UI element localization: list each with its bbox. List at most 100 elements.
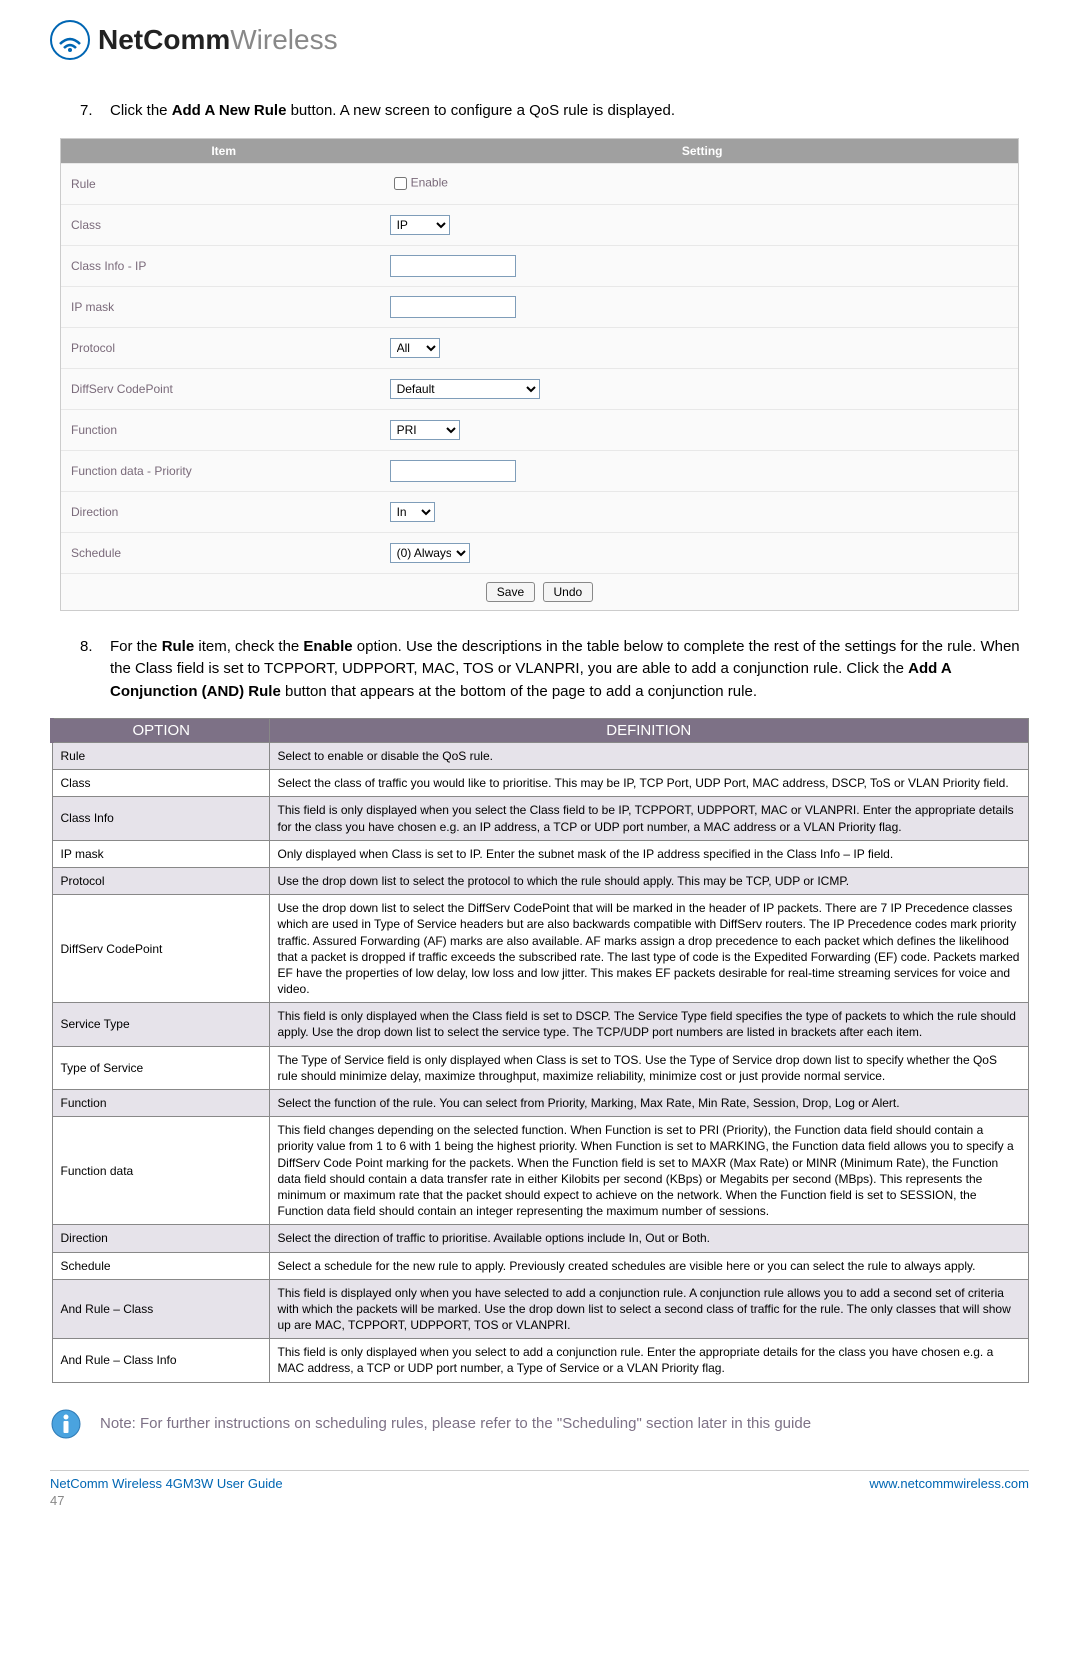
definitions-table: OPTION DEFINITION RuleSelect to enable o… — [50, 718, 1029, 1383]
table-row: ProtocolUse the drop down list to select… — [52, 867, 1029, 894]
definition-cell: Use the drop down list to select the Dif… — [269, 895, 1029, 1003]
enable-label: Enable — [411, 176, 448, 190]
definition-cell: Select to enable or disable the QoS rule… — [269, 743, 1029, 770]
qos-row-label: DiffServ CodePoint — [71, 382, 390, 396]
table-row: ScheduleSelect a schedule for the new ru… — [52, 1252, 1029, 1279]
qos-row: FunctionPRI — [61, 409, 1018, 450]
qos-row-control: All — [390, 338, 1008, 358]
qos-header-item: Item — [61, 144, 386, 158]
table-row: IP maskOnly displayed when Class is set … — [52, 840, 1029, 867]
qos-select[interactable]: All — [390, 338, 440, 358]
footer-rule — [50, 1470, 1029, 1471]
s8t2: item, check the — [194, 638, 303, 655]
s8b2: Enable — [303, 638, 352, 655]
step-7-text: Click the Add A New Rule button. A new s… — [110, 100, 1029, 123]
footer-left: NetComm Wireless 4GM3W User Guide — [50, 1476, 283, 1491]
table-row: And Rule – ClassThis field is displayed … — [52, 1279, 1029, 1339]
option-cell: Direction — [52, 1225, 269, 1252]
table-row: DirectionSelect the direction of traffic… — [52, 1225, 1029, 1252]
definition-cell: This field is displayed only when you ha… — [269, 1279, 1029, 1339]
qos-row: DirectionIn — [61, 491, 1018, 532]
qos-select[interactable]: (0) Always — [390, 543, 470, 563]
definition-cell: Select the direction of traffic to prior… — [269, 1225, 1029, 1252]
step-7: 7. Click the Add A New Rule button. A ne… — [80, 100, 1029, 123]
option-cell: Service Type — [52, 1003, 269, 1046]
footer-row: NetComm Wireless 4GM3W User Guide www.ne… — [50, 1476, 1029, 1491]
qos-row: ClassIP — [61, 204, 1018, 245]
qos-actions: Save Undo — [61, 573, 1018, 610]
table-row: RuleSelect to enable or disable the QoS … — [52, 743, 1029, 770]
option-cell: IP mask — [52, 840, 269, 867]
qos-row-label: Class — [71, 218, 390, 232]
qos-row-control: In — [390, 502, 1008, 522]
s8t4: button that appears at the bottom of the… — [281, 683, 757, 700]
option-cell: Class — [52, 770, 269, 797]
qos-row-control: Default — [390, 379, 1008, 399]
footer-right: www.netcommwireless.com — [869, 1476, 1029, 1491]
step-7-bold: Add A New Rule — [172, 102, 287, 119]
qos-input[interactable] — [390, 460, 516, 482]
table-row: Class InfoThis field is only displayed w… — [52, 797, 1029, 840]
qos-row-control: Enable — [390, 174, 1008, 193]
qos-select[interactable]: PRI — [390, 420, 460, 440]
enable-checkbox[interactable] — [394, 177, 407, 190]
qos-row-label: Rule — [71, 177, 390, 191]
undo-button[interactable]: Undo — [543, 582, 594, 602]
qos-row-label: Class Info - IP — [71, 259, 390, 273]
qos-row: Rule Enable — [61, 163, 1018, 204]
table-row: Service TypeThis field is only displayed… — [52, 1003, 1029, 1046]
definition-cell: The Type of Service field is only displa… — [269, 1046, 1029, 1089]
qos-row-control — [390, 255, 1008, 277]
qos-row-control: (0) Always — [390, 543, 1008, 563]
s8t1: For the — [110, 638, 162, 655]
definition-cell: This field changes depending on the sele… — [269, 1117, 1029, 1225]
definition-cell: This field is only displayed when the Cl… — [269, 1003, 1029, 1046]
qos-row-label: Function — [71, 423, 390, 437]
definition-cell: Use the drop down list to select the pro… — [269, 867, 1029, 894]
option-cell: Type of Service — [52, 1046, 269, 1089]
definition-cell: Select the class of traffic you would li… — [269, 770, 1029, 797]
qos-row-label: Function data - Priority — [71, 464, 390, 478]
option-cell: Function — [52, 1090, 269, 1117]
qos-header-setting: Setting — [386, 144, 1018, 158]
qos-row: Schedule(0) Always — [61, 532, 1018, 573]
table-row: Function dataThis field changes dependin… — [52, 1117, 1029, 1225]
definition-cell: Only displayed when Class is set to IP. … — [269, 840, 1029, 867]
definition-cell: Select the function of the rule. You can… — [269, 1090, 1029, 1117]
qos-row-label: Direction — [71, 505, 390, 519]
logo: NetCommWireless — [50, 20, 1029, 60]
qos-row-label: Protocol — [71, 341, 390, 355]
definition-cell: This field is only displayed when you se… — [269, 1339, 1029, 1382]
def-col-definition: DEFINITION — [269, 719, 1029, 743]
page-number: 47 — [50, 1493, 1029, 1508]
wifi-icon — [50, 20, 90, 60]
qos-header-row: Item Setting — [61, 139, 1018, 163]
qos-select[interactable]: Default — [390, 379, 540, 399]
qos-row-label: Schedule — [71, 546, 390, 560]
option-cell: DiffServ CodePoint — [52, 895, 269, 1003]
qos-input[interactable] — [390, 296, 516, 318]
qos-input[interactable] — [390, 255, 516, 277]
s8b1: Rule — [162, 638, 195, 655]
qos-select[interactable]: IP — [390, 215, 450, 235]
table-row: And Rule – Class InfoThis field is only … — [52, 1339, 1029, 1382]
option-cell: Rule — [52, 743, 269, 770]
table-row: DiffServ CodePointUse the drop down list… — [52, 895, 1029, 1003]
qos-row-control — [390, 460, 1008, 482]
qos-config-table: Item Setting Rule Enable ClassIP Class Info… — [60, 138, 1019, 611]
qos-row: Function data - Priority — [61, 450, 1018, 491]
option-cell: And Rule – Class Info — [52, 1339, 269, 1382]
step-8-num: 8. — [80, 636, 110, 704]
step-7-post: button. A new screen to configure a QoS … — [286, 102, 675, 119]
logo-light: Wireless — [230, 24, 337, 56]
step-7-num: 7. — [80, 100, 110, 123]
qos-select[interactable]: In — [390, 502, 435, 522]
qos-row: ProtocolAll — [61, 327, 1018, 368]
definition-cell: This field is only displayed when you se… — [269, 797, 1029, 840]
option-cell: Function data — [52, 1117, 269, 1225]
table-row: FunctionSelect the function of the rule.… — [52, 1090, 1029, 1117]
qos-row-control: PRI — [390, 420, 1008, 440]
step-8: 8. For the Rule item, check the Enable o… — [80, 636, 1029, 704]
save-button[interactable]: Save — [486, 582, 535, 602]
definition-cell: Select a schedule for the new rule to ap… — [269, 1252, 1029, 1279]
